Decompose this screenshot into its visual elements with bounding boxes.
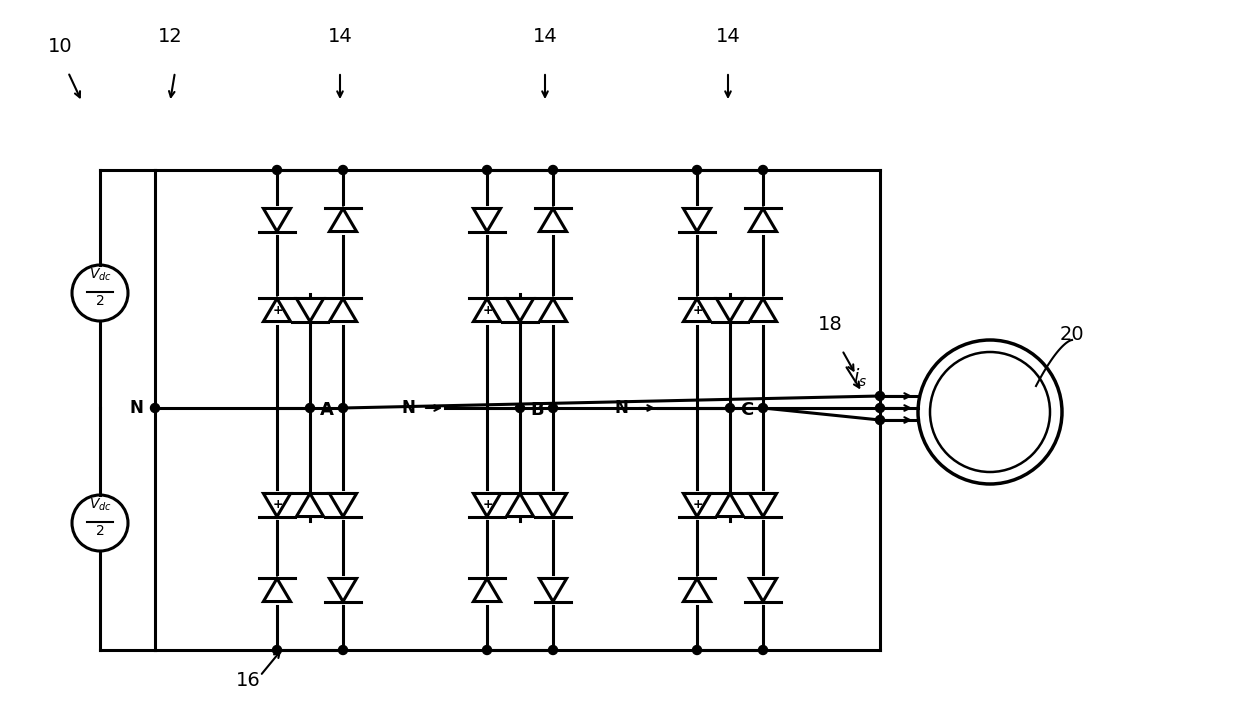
Polygon shape [717,494,744,516]
Circle shape [273,645,281,655]
Text: +: + [482,303,494,317]
Text: 10: 10 [48,37,73,56]
Text: 14: 14 [715,27,740,46]
Polygon shape [330,494,357,516]
Text: +: + [693,499,703,512]
Polygon shape [263,579,290,602]
Circle shape [875,391,884,401]
Polygon shape [506,494,533,516]
Polygon shape [749,494,776,516]
Polygon shape [683,208,711,232]
Text: +: + [693,303,703,317]
Polygon shape [539,208,567,232]
Text: $V_{dc}$: $V_{dc}$ [88,497,112,513]
Polygon shape [749,208,776,232]
Circle shape [305,404,315,412]
Polygon shape [296,494,324,516]
Text: +: + [482,499,494,512]
Polygon shape [539,494,567,516]
Circle shape [759,166,768,174]
Polygon shape [263,494,290,516]
Circle shape [273,166,281,174]
Polygon shape [263,208,290,232]
Text: N: N [129,399,143,417]
Text: N: N [401,399,415,417]
Text: +: + [273,303,283,317]
Circle shape [339,645,347,655]
Circle shape [759,404,768,412]
Polygon shape [683,494,711,516]
Circle shape [150,404,160,412]
Text: B: B [529,401,543,419]
Circle shape [548,645,558,655]
Text: A: A [320,401,334,419]
Circle shape [482,645,491,655]
Polygon shape [717,298,744,322]
Polygon shape [474,208,501,232]
Text: C: C [740,401,753,419]
Circle shape [875,404,884,412]
Text: 14: 14 [327,27,352,46]
Text: $i_s$: $i_s$ [853,367,867,389]
Polygon shape [539,298,567,322]
Polygon shape [749,579,776,602]
Polygon shape [749,298,776,322]
Polygon shape [474,298,501,322]
Polygon shape [296,298,324,322]
Polygon shape [263,298,290,322]
Circle shape [339,404,347,412]
Circle shape [875,415,884,425]
Polygon shape [330,208,357,232]
Text: +: + [273,499,283,512]
Circle shape [759,645,768,655]
Polygon shape [474,494,501,516]
Circle shape [339,166,347,174]
Polygon shape [683,298,711,322]
Text: 14: 14 [533,27,557,46]
Text: 12: 12 [157,27,182,46]
Polygon shape [330,298,357,322]
Text: 20: 20 [1060,325,1084,344]
Text: $V_{dc}$: $V_{dc}$ [88,266,112,283]
Text: 18: 18 [817,315,842,334]
Polygon shape [474,579,501,602]
Circle shape [548,404,558,412]
Text: 2: 2 [95,524,104,538]
Circle shape [692,166,702,174]
Polygon shape [506,298,533,322]
Text: 2: 2 [95,294,104,308]
Polygon shape [539,579,567,602]
Polygon shape [683,579,711,602]
Circle shape [692,645,702,655]
Circle shape [548,166,558,174]
Polygon shape [330,579,357,602]
Circle shape [725,404,734,412]
Text: 16: 16 [236,671,260,690]
Circle shape [516,404,525,412]
Text: N: N [614,399,627,417]
Circle shape [482,166,491,174]
